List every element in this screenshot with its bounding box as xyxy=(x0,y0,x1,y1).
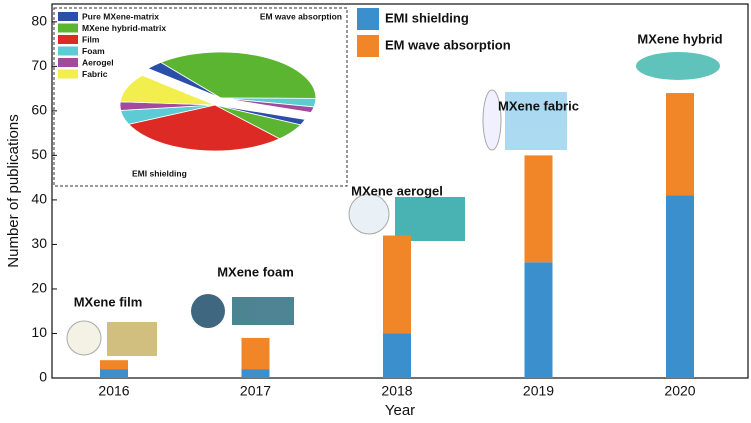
legend-label: EM wave absorption xyxy=(385,37,511,52)
pie-legend-label: Pure MXene-matrix xyxy=(82,11,159,21)
x-tick-label: 2019 xyxy=(523,383,554,399)
x-axis-label: Year xyxy=(385,402,415,419)
annotation: MXene hybrid xyxy=(637,31,722,46)
pie-slice xyxy=(220,97,315,113)
pie-slice xyxy=(119,74,216,106)
y-tick-label: 0 xyxy=(39,369,47,385)
y-tick-label: 40 xyxy=(31,191,47,207)
bar-segment xyxy=(241,369,270,378)
pie-legend-swatch xyxy=(58,69,78,79)
pie-legend-swatch xyxy=(58,58,78,67)
pie-slice xyxy=(159,51,317,99)
legend-swatch xyxy=(357,8,379,30)
y-tick-label: 80 xyxy=(31,13,47,29)
y-tick-label: 70 xyxy=(31,57,47,73)
legend-label: EMI shielding xyxy=(385,10,469,25)
pie-legend-swatch xyxy=(58,46,78,56)
pie-group-label: EM wave absorption xyxy=(260,11,342,21)
y-tick-label: 10 xyxy=(31,324,47,340)
y-tick-label: 30 xyxy=(31,235,47,251)
pie-legend-swatch xyxy=(58,23,78,33)
pie-legend-label: Foam xyxy=(82,46,105,56)
bar-segment xyxy=(100,360,128,370)
bar-segment xyxy=(524,262,553,378)
bar-segment xyxy=(666,93,694,196)
x-tick-label: 2018 xyxy=(381,383,412,399)
x-tick-label: 2016 xyxy=(98,383,129,399)
x-tick-label: 2020 xyxy=(664,383,695,399)
pie-legend-swatch xyxy=(58,12,78,21)
bar-segment xyxy=(383,333,411,378)
bar-segment xyxy=(524,155,553,263)
annotation: MXene foam xyxy=(217,264,294,279)
pie-slice xyxy=(127,104,281,152)
pie-legend-label: Film xyxy=(82,34,100,44)
y-axis-label: Number of publications xyxy=(5,114,22,267)
pie-legend-label: MXene hybrid-matrix xyxy=(82,23,166,33)
bar-segment xyxy=(100,369,128,378)
annotation: MXene film xyxy=(74,294,143,309)
bar-segment xyxy=(383,235,411,334)
bar-segment xyxy=(241,337,270,370)
pie-legend-label: Aerogel xyxy=(82,57,114,67)
legend-swatch xyxy=(357,35,379,57)
y-tick-label: 50 xyxy=(31,146,47,162)
bar-segment xyxy=(666,195,694,378)
pie-legend-swatch xyxy=(58,35,78,44)
illustrations xyxy=(66,52,720,356)
y-tick-label: 20 xyxy=(31,280,47,296)
x-tick-label: 2017 xyxy=(240,383,271,399)
pie-legend-label: Fabric xyxy=(82,69,108,79)
annotation: MXene fabric xyxy=(498,98,579,113)
pie-group-label: EMI shielding xyxy=(132,168,187,178)
annotation: MXene aerogel xyxy=(351,183,443,198)
y-tick-label: 60 xyxy=(31,102,47,118)
